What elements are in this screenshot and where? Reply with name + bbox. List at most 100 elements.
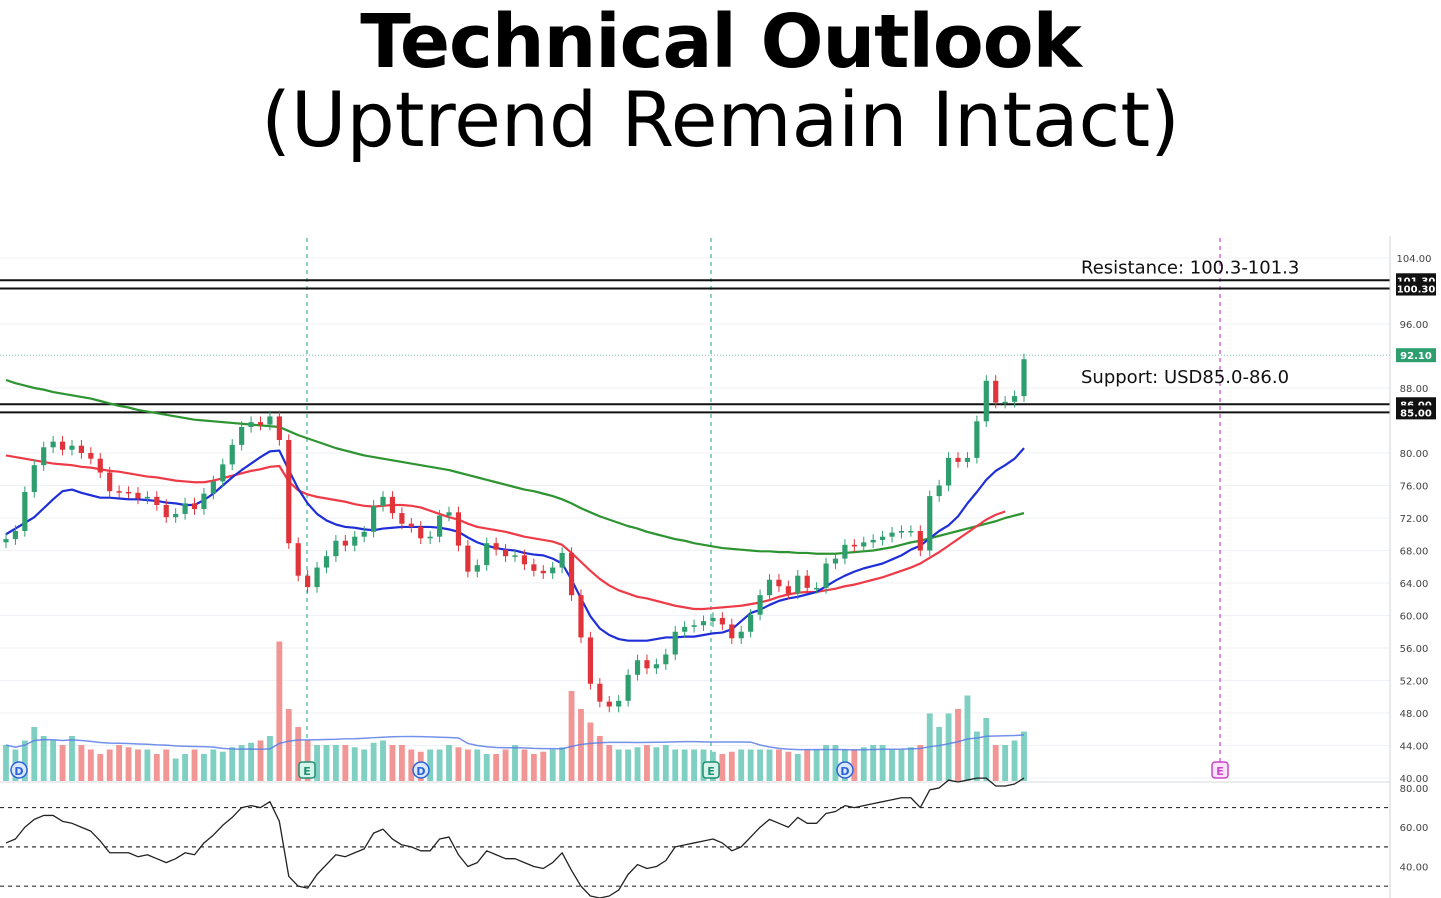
candle-body [107,472,113,492]
rsi-tick-label: 60.00 [1400,823,1429,834]
volume-bar [1011,740,1018,781]
volume-bar [898,749,905,781]
volume-bar [267,736,273,781]
candle-body [22,492,28,531]
dividend-marker: D [10,761,28,779]
volume-bar [87,749,94,781]
candle-body [314,567,320,588]
price-tick-label: 88.00 [1400,384,1429,395]
annotation-label: Support: USD85.0-86.0 [1081,367,1289,388]
candle-body [663,654,669,665]
volume-bar [285,709,292,781]
candle-body [729,624,735,639]
candle-body [361,531,367,537]
candle-body [993,380,999,403]
candle-body [125,492,132,494]
candle-body [380,496,386,506]
price-label-text: 92.10 [1400,351,1432,362]
candle-body [220,464,226,482]
candle-body [757,595,763,615]
volume-bar [69,736,75,781]
volume-bar [870,745,877,781]
candle-body [50,441,56,448]
candle-body [908,531,914,533]
price-label-box [1396,348,1436,363]
volume-bar [907,747,914,781]
volume-bar [40,736,47,781]
candle-body [239,427,245,445]
volume-bar [747,749,754,781]
candle-body [408,523,414,527]
volume-bar [153,754,160,781]
chart-background [0,236,1441,898]
volume-bar [1002,745,1009,781]
candle-body [625,674,631,701]
candle-body [88,453,94,459]
volume-bar [530,754,537,781]
volume-bar [446,745,452,781]
volume-bar [238,745,245,781]
price-tick-label: 72.00 [1400,514,1429,525]
volume-bar [983,718,990,781]
volume-bar [512,745,518,781]
dividend-marker: D [412,761,430,779]
volume-bar [219,751,226,781]
volume-bar [398,745,405,781]
volume-bar [493,754,500,781]
earnings-marker-box [1211,761,1229,779]
candle-body [144,496,150,499]
candle-body [484,543,490,566]
volume-bar [917,745,924,781]
volume-bar [549,749,556,781]
candle-body [710,617,716,622]
volume-bar [323,745,330,781]
rsi-tick-label: 40.00 [1400,863,1429,874]
volume-average-line [5,734,1025,751]
candle-body [446,512,452,516]
volume-bar [106,749,113,781]
event-vertical-lines [306,238,1221,781]
volume-bar [823,745,829,781]
volume-bar [125,747,132,781]
volume-bar [380,740,386,781]
candle-body [389,496,396,514]
price-tick-label: 68.00 [1400,547,1429,558]
candle-body [352,536,358,546]
volume-bar [474,749,481,781]
candle-body [201,493,207,510]
stock-chart: D D D E E E Resistance: 100.3-101.3 Support: U… [0,236,1441,898]
volume-bar [229,747,236,781]
volume-bar [370,742,377,781]
marker-letter: E [1216,765,1224,778]
candle-body [1021,359,1027,397]
price-label-box [1396,405,1436,420]
candle-body [964,457,971,462]
volume-bar [276,641,283,781]
marker-letter: D [14,765,23,778]
price-tick-label: 96.00 [1400,320,1429,331]
candle-body [3,539,9,543]
volume-bar [436,749,443,781]
volume-bar [144,749,151,781]
candle-body [682,626,688,632]
volume-bar [191,749,198,781]
candle-body [814,587,820,590]
price-label-text: 100.30 [1397,285,1436,296]
candlesticks [3,353,1027,713]
volume-bar [662,745,669,781]
price-tick-label: 76.00 [1400,482,1429,493]
candle-body [691,625,697,627]
candle-body [257,422,264,425]
candle-body [116,491,122,493]
volume-bar [540,751,547,781]
ma-mid-line [5,454,1006,611]
earnings-marker-box [298,761,316,779]
candle-body [31,465,37,492]
volume-bar [596,736,603,781]
candle-body [898,531,905,533]
earnings-marker: E [298,761,316,779]
candle-body [785,586,791,594]
candle-body [653,664,659,669]
volume-bar [964,695,971,781]
dividend-marker: D [836,761,854,779]
